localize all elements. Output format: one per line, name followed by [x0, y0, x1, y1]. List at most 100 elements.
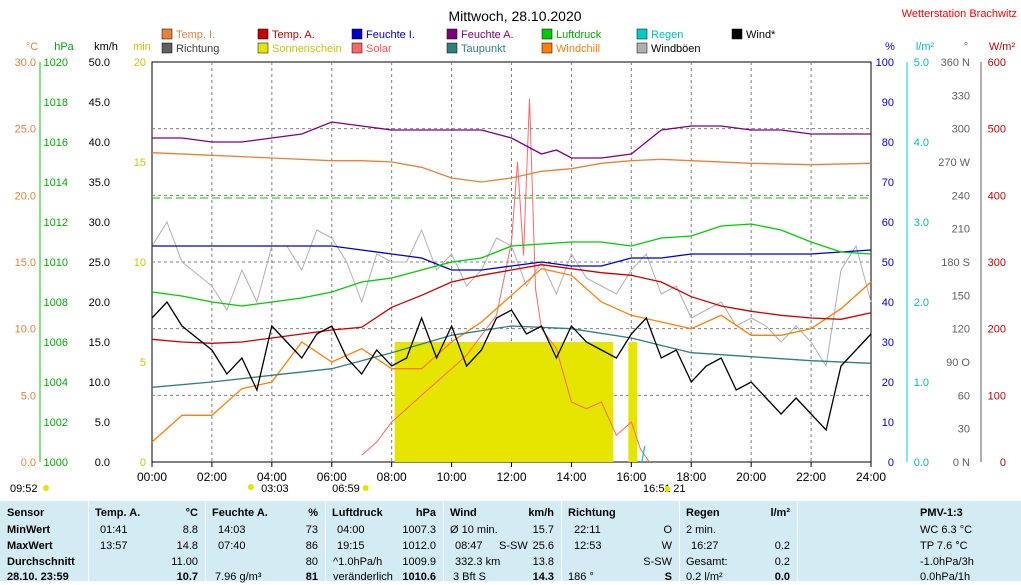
rain-unit: l/m² [770, 507, 790, 519]
y-tick-label: 1020 [44, 57, 68, 69]
legend-label: Windböen [651, 43, 701, 55]
legend-label: Solar [366, 43, 392, 55]
rain-daily: 0.2 l/m² [686, 571, 723, 583]
y-tick-label: 10 [134, 257, 146, 269]
rain-max-val: 0.2 [774, 540, 790, 552]
table-header-temp: Temp. A. [95, 507, 141, 519]
legend-layer: Temp. I. Temp. A. Feuchte I. Feuchte A. Luft… [161, 28, 776, 55]
day-length-label: 21 [673, 483, 685, 495]
pmv-trend1h: 0.0hPa/1h [920, 571, 971, 583]
y-tick-label: 10 [882, 417, 894, 429]
y-tick-label: 5 [140, 357, 146, 369]
axis-unit-label: hPa [54, 41, 74, 53]
y-tick-label: 0.0 [21, 457, 36, 469]
legend-label: Regen [651, 29, 683, 41]
station-name: Wetterstation Brachwitz [902, 8, 1017, 20]
axis-unit-label: l/m² [916, 41, 935, 53]
legend-swatch [351, 42, 363, 54]
axes-layer: 0.05.010.015.020.025.030.0°C100010021004… [15, 41, 1016, 484]
wind-unit: km/h [528, 507, 554, 519]
sun-icon [362, 485, 369, 491]
y-tick-label: 5.0 [914, 57, 929, 69]
pressure-max-time: 19:15 [337, 540, 365, 552]
y-tick-label: 2.0 [914, 297, 929, 309]
y-tick-label: 5.0 [95, 417, 110, 429]
x-tick-label: 20:00 [736, 470, 766, 484]
series-line [151, 223, 872, 307]
x-tick-label: 12:00 [496, 470, 526, 484]
wind-avg-label: Ø 10 min. [450, 524, 498, 536]
rain-total-label: Gesamt: [686, 556, 728, 568]
y-tick-label: 330 [952, 90, 970, 102]
hum-max-val: 86 [305, 540, 318, 552]
legend-label: Richtung [176, 43, 219, 55]
legend-swatch [541, 42, 553, 54]
y-tick-label: 1012 [44, 217, 68, 229]
legend-swatch [257, 28, 269, 40]
row-label-min: MinWert [7, 524, 51, 536]
table-header-rain: Regen [686, 507, 720, 519]
dir-max-val: W [661, 540, 672, 552]
x-tick-label: 00:00 [137, 470, 167, 484]
y-tick-label: 30.0 [89, 217, 110, 229]
series-line [151, 267, 872, 443]
y-tick-label: 500 [988, 124, 1006, 136]
temp-unit: °C [185, 507, 198, 519]
wind-avg-val: 13.8 [532, 556, 554, 568]
y-tick-label: 60 [958, 390, 970, 402]
x-tick-label: 18:00 [676, 470, 706, 484]
y-tick-label: 40.0 [89, 137, 110, 149]
sunshine-block [628, 342, 638, 462]
y-tick-label: 1006 [44, 337, 68, 349]
wind-max-time: 08:47 [455, 540, 483, 552]
y-tick-label: 5.0 [21, 390, 36, 402]
y-tick-label: 80 [882, 137, 894, 149]
sunshine-block [394, 342, 614, 462]
x-tick-label: 08:00 [377, 470, 407, 484]
chart-title: Mittwoch, 28.10.2020 [448, 8, 581, 24]
hum-max-time: 07:40 [218, 540, 246, 552]
legend-swatch [541, 28, 553, 40]
x-tick-label: 22:00 [796, 470, 826, 484]
sun-icon [43, 485, 49, 491]
x-tick-label: 06:00 [317, 470, 347, 484]
y-tick-label: 1018 [44, 97, 68, 109]
sunset-label: 16:51 [643, 483, 671, 495]
hum-unit: % [308, 507, 318, 519]
y-tick-label: 0.0 [914, 457, 929, 469]
table-header-sensor: Sensor [7, 507, 45, 519]
y-tick-label: 50 [882, 257, 894, 269]
y-tick-label: 3.0 [914, 217, 929, 229]
series-line [152, 245, 872, 271]
y-tick-label: 70 [882, 177, 894, 189]
legend-label: Wind* [746, 29, 776, 41]
y-tick-label: 1016 [44, 137, 68, 149]
row-label-avg: Durchschnitt [7, 556, 75, 568]
pressure-min-time: 04:00 [337, 524, 365, 536]
axis-unit-label: km/h [94, 41, 118, 53]
legend-label: Temp. A. [272, 29, 315, 41]
hum-avg-val: 80 [305, 556, 318, 568]
y-tick-label: 15.0 [15, 257, 36, 269]
x-tick-label: 16:00 [616, 470, 646, 484]
rain-total-val: 0.2 [774, 556, 790, 568]
y-tick-label: 90 O [946, 357, 970, 369]
y-tick-label: 4.0 [914, 137, 929, 149]
series-line [152, 121, 871, 159]
series-line [151, 152, 872, 183]
table-header-wind: Wind [450, 507, 477, 519]
temp-max-time: 13:57 [100, 540, 128, 552]
y-tick-label: 240 [952, 190, 970, 202]
legend-label: Windchill [556, 43, 600, 55]
y-tick-label: 200 [988, 324, 1006, 336]
y-tick-label: 1000 [44, 457, 68, 469]
wind-bft: 3 Bft S [453, 571, 487, 583]
legend-label: Temp. I. [176, 29, 215, 41]
legend-swatch [257, 42, 269, 54]
y-tick-label: 0.0 [95, 457, 110, 469]
pressure-min-val: 1007.3 [402, 524, 436, 536]
dir-max-time: 12:53 [574, 540, 602, 552]
sun-icon [664, 486, 671, 492]
wind-avg10-val: 15.7 [532, 524, 554, 536]
axis-unit-label: min [133, 41, 151, 53]
